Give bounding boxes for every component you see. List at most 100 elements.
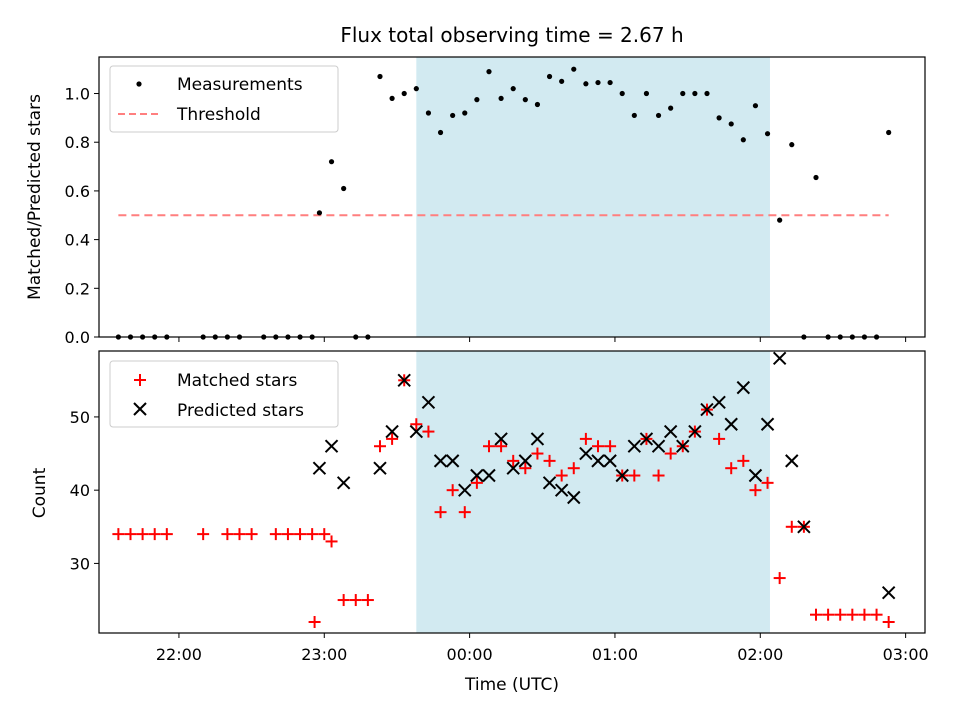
matched-star-point: [761, 476, 774, 489]
matched-star-point: [269, 528, 282, 541]
predicted-star-point: [603, 454, 617, 468]
matched-star-point: [470, 476, 483, 489]
x-axis-label: Time (UTC): [464, 675, 559, 695]
matched-star-point: [337, 594, 350, 607]
top-x-ticks: [178, 337, 907, 342]
measurement-point: [474, 97, 480, 103]
matched-star-point: [822, 608, 835, 621]
matched-star-point: [221, 528, 234, 541]
matched-star-point: [858, 608, 871, 621]
predicted-star-point: [736, 380, 751, 395]
predicted-star-point: [663, 424, 678, 439]
matched-star-point: [604, 440, 617, 453]
measurement-point: [510, 86, 516, 92]
predicted-star-point: [760, 417, 775, 431]
measurement-point: [486, 69, 492, 75]
measurement-point: [571, 66, 577, 72]
matched-star-point: [785, 520, 798, 533]
top-legend: Measurements Threshold: [109, 65, 339, 133]
matched-star-point: [458, 506, 471, 519]
top-y-tick-label: 0.6: [65, 182, 90, 201]
predicted-star-point: [797, 520, 811, 534]
x-tick-label: 23:00: [301, 645, 347, 664]
bottom-legend: Matched stars Predicted stars: [109, 360, 339, 428]
x-tick-label: 02:00: [737, 645, 783, 664]
matched-star-point: [306, 528, 319, 541]
legend-threshold-label: Threshold: [176, 105, 261, 125]
legend-matched-label: Matched stars: [177, 371, 297, 391]
measurement-point: [680, 90, 686, 97]
measurement-point: [764, 131, 771, 137]
predicted-star-point: [554, 483, 569, 497]
measurement-point: [886, 129, 892, 136]
matched-star-point: [386, 432, 399, 445]
matched-star-point: [628, 469, 641, 482]
matched-star-point: [325, 535, 338, 548]
bottom-panel: 30 40 50 22:00 23:00 00:00 01:00 02:00 03:00 Ti…: [30, 350, 929, 695]
measurement-point: [619, 90, 625, 97]
predicted-star-point: [881, 586, 896, 600]
predicted-star-point: [639, 432, 654, 446]
matched-star-point: [495, 440, 508, 453]
measurement-point: [425, 110, 432, 116]
matched-star-point: [749, 484, 762, 497]
measurement-point: [498, 95, 504, 101]
matched-star-point: [664, 447, 677, 460]
chart-title: Flux total observing time = 2.67 h: [340, 23, 683, 47]
measurement-point: [413, 86, 419, 92]
bottom-y-tick-label: 40: [70, 481, 90, 500]
measurement-point: [559, 78, 565, 84]
measurement-point: [341, 185, 347, 192]
predicted-star-point: [748, 468, 763, 483]
bottom-y-tick-label: 30: [70, 554, 90, 573]
predicted-star-point: [712, 395, 726, 409]
top-y-tick-label: 0.4: [65, 231, 90, 250]
measurement-point: [389, 95, 395, 101]
bottom-y-tick-label: 50: [70, 408, 90, 427]
measurement-point: [655, 112, 662, 119]
top-y-tick-label: 0.0: [65, 328, 90, 347]
matched-star-point: [233, 528, 246, 541]
measurement-point: [643, 90, 650, 97]
matched-star-point: [870, 608, 883, 621]
matched-star-point: [349, 594, 362, 607]
top-y-tick-label: 0.8: [65, 133, 90, 152]
measurement-point: [704, 90, 710, 97]
measurement-point: [534, 101, 541, 108]
predicted-star-point: [579, 446, 593, 461]
matched-star-point: [567, 462, 580, 475]
matched-star-point: [809, 608, 822, 621]
predicted-star-point: [591, 454, 605, 468]
legend-measurements-marker: [136, 81, 142, 87]
predicted-star-point: [627, 439, 642, 453]
top-y-tick-label: 0.2: [65, 279, 90, 298]
measurement-point: [316, 210, 323, 216]
predicted-star-point: [324, 439, 339, 453]
matched-star-point: [160, 528, 173, 541]
x-tick-label: 03:00: [883, 645, 929, 664]
predicted-star-point: [458, 483, 472, 497]
x-tick-label: 01:00: [592, 645, 638, 664]
measurement-point: [777, 217, 783, 223]
matched-star-point: [148, 528, 161, 541]
matched-star-point: [482, 440, 495, 453]
bottom-axes-frame: [98, 350, 926, 634]
matched-star-point: [410, 418, 423, 431]
predicted-star-point: [445, 454, 460, 468]
legend-measurements-label: Measurements: [177, 75, 303, 95]
measurement-point: [668, 105, 674, 111]
matched-star-point: [543, 454, 556, 467]
matched-star-point: [197, 528, 210, 541]
matched-star-point: [245, 528, 258, 541]
legend-matched-marker: [134, 374, 146, 386]
observing-window-span: [416, 57, 770, 337]
predicted-star-point: [700, 402, 714, 417]
bottom-y-axis-label: Count: [30, 467, 50, 518]
matched-star-point: [318, 528, 331, 541]
matched-star-point: [281, 528, 294, 541]
matched-star-point: [507, 454, 520, 467]
predicted-star-point: [567, 490, 581, 505]
predicted-star-point: [397, 373, 411, 388]
predicted-star-point: [385, 424, 399, 439]
matched-star-point: [531, 447, 544, 460]
